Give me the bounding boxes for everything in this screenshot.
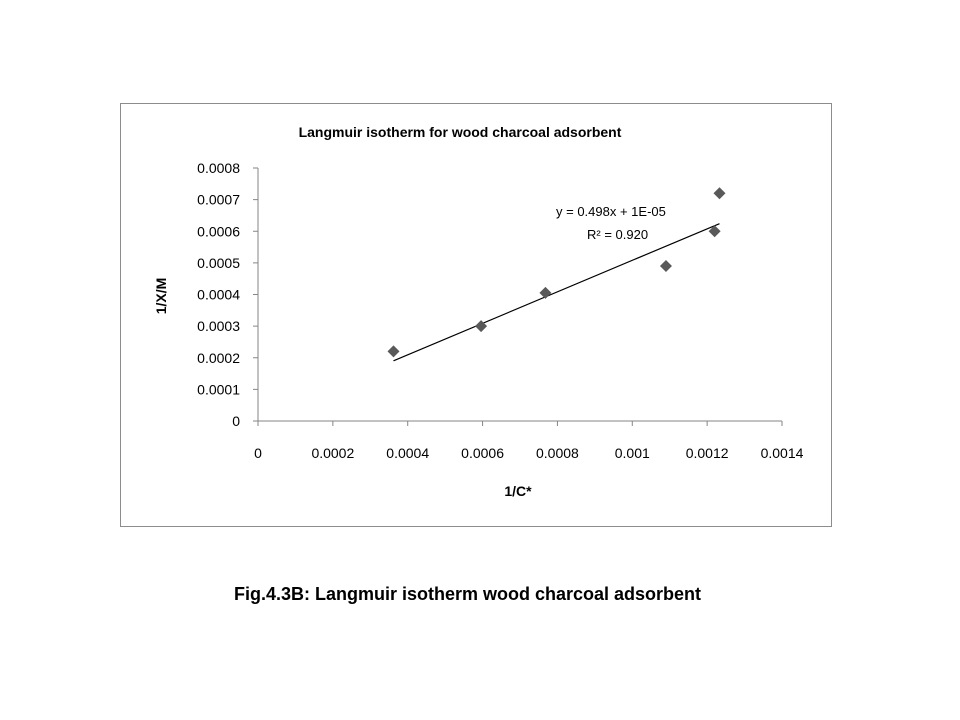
chart-title: Langmuir isotherm for wood charcoal adso… [299,124,622,140]
data-points [387,187,726,358]
data-point [713,187,726,200]
y-tick-label: 0.0004 [197,287,240,303]
x-tick-label: 0 [254,445,262,461]
y-tick-label: 0.0007 [197,192,240,208]
trendline-r-squared: R² = 0.920 [587,227,648,242]
x-tick-label: 0.0012 [686,445,729,461]
trendline [393,223,720,362]
y-tick-label: 0.0006 [197,223,240,239]
y-tick-label: 0.0002 [197,350,240,366]
x-tick-label: 0.0014 [761,445,804,461]
data-point [539,286,552,299]
x-tick-label: 0.0002 [311,445,354,461]
x-tick-label: 0.0008 [536,445,579,461]
x-tick-label: 0.001 [615,445,650,461]
x-tick-label: 0.0006 [461,445,504,461]
data-point [659,260,672,273]
data-point [475,320,488,333]
x-axis-title: 1/C* [504,483,532,499]
y-tick-label: 0 [232,413,240,429]
figure-caption: Fig.4.3B: Langmuir isotherm wood charcoa… [233,584,702,604]
trendline-equation: y = 0.498x + 1E-05 [556,204,666,219]
data-point [387,345,400,358]
y-tick-label: 0.0005 [197,255,240,271]
y-tick-label: 0.0008 [197,160,240,176]
y-tick-label: 0.0001 [197,381,240,397]
y-axis-ticks: 0 0.0001 0.0002 0.0003 0.0004 0.0005 0.0006 0.0… [197,160,258,429]
y-axis-title: 1/X/M [153,278,169,315]
x-tick-label: 0.0004 [386,445,429,461]
chart-area [120,103,832,527]
x-axis-ticks: 0 0.0002 0.0004 0.0006 0.0008 0.001 0.0012 0.00… [254,421,804,461]
data-point [708,225,721,238]
y-tick-label: 0.0003 [197,318,240,334]
